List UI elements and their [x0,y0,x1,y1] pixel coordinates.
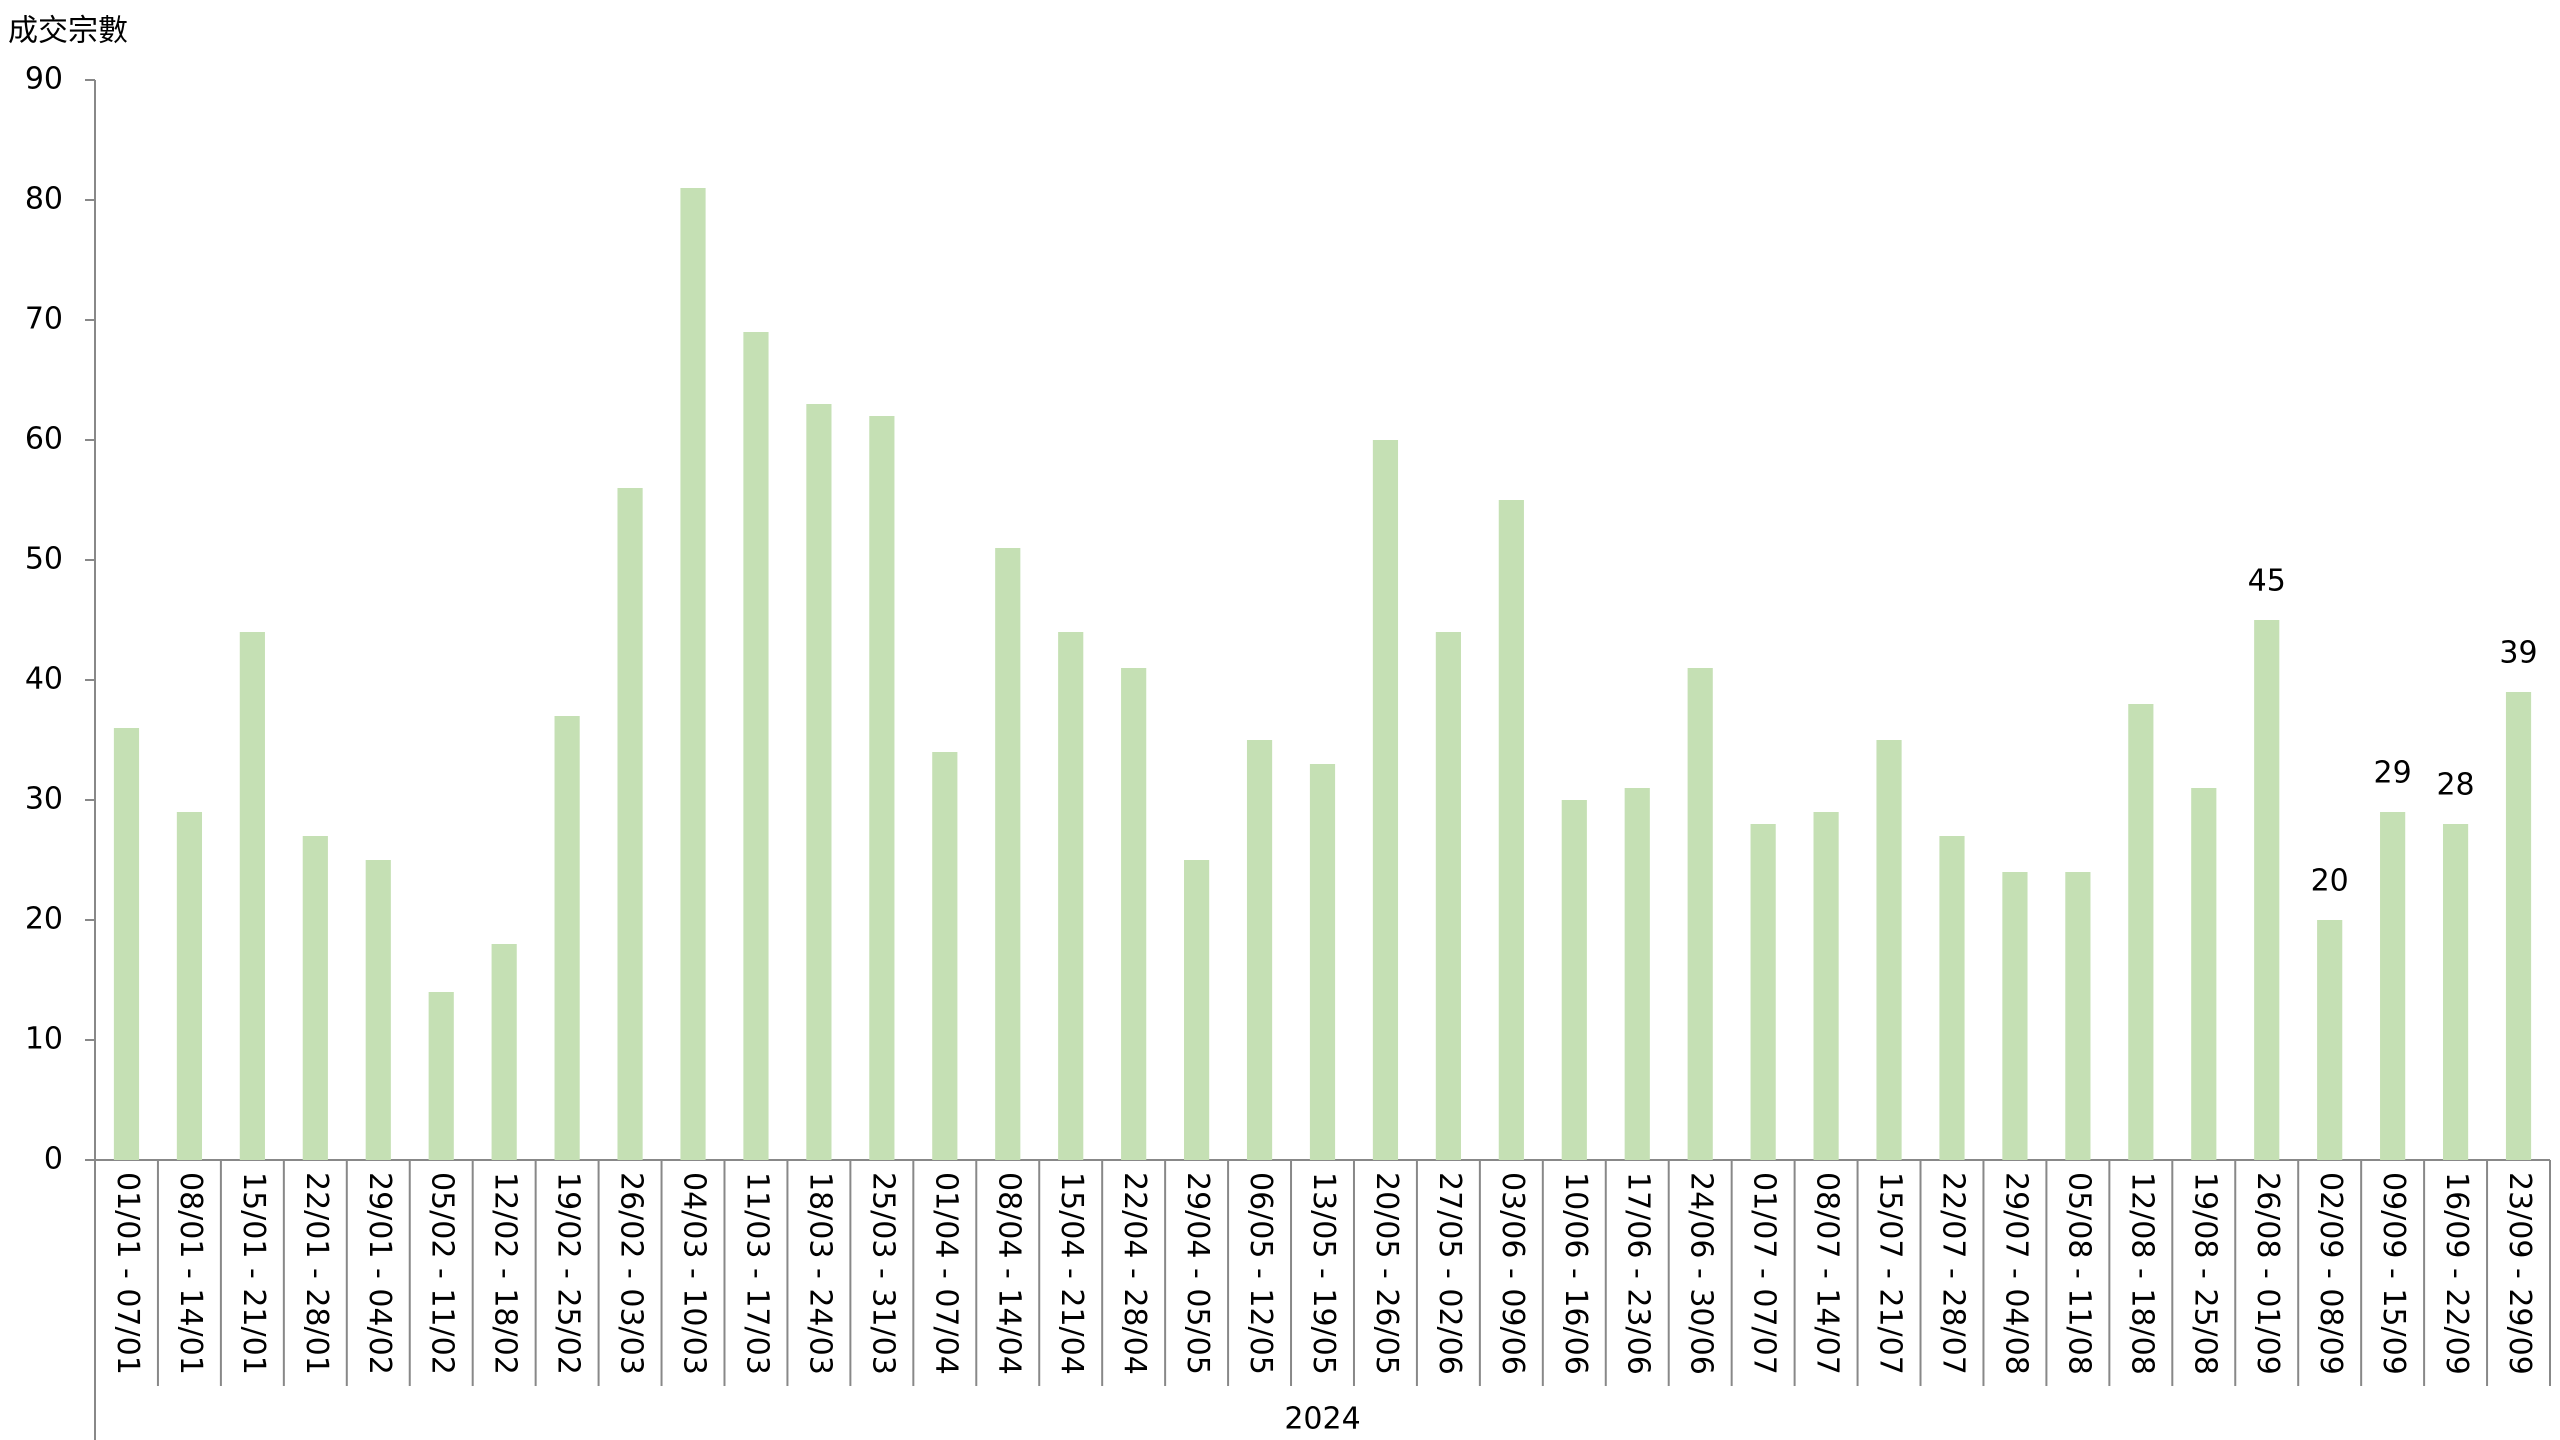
x-tick-label: 15/07 - 21/07 [1873,1172,1908,1375]
bar [1561,800,1587,1160]
x-tick-label: 22/01 - 28/01 [299,1172,334,1375]
bar [869,416,895,1160]
bar [302,836,328,1160]
x-tick-label: 26/02 - 03/03 [614,1172,649,1375]
x-tick-label: 08/07 - 14/07 [1810,1172,1845,1375]
x-tick-label: 01/01 - 07/01 [110,1172,145,1375]
data-label: 29 [2374,756,2412,791]
x-tick-label: 26/08 - 01/09 [2250,1172,2285,1375]
bar [2191,788,2217,1160]
bar [2128,704,2154,1160]
bar [1750,824,1776,1160]
x-tick-label: 29/01 - 04/02 [362,1172,397,1375]
bar [113,728,140,1160]
group-label: 2024 [1284,1402,1360,1437]
bar [1121,668,1147,1160]
x-tick-label: 16/09 - 22/09 [2439,1172,2474,1375]
x-tick-label: 05/02 - 11/02 [425,1172,460,1375]
y-tick-label: 10 [25,1022,63,1057]
x-tick-label: 12/08 - 18/08 [2124,1172,2159,1375]
x-tick-label: 29/04 - 05/05 [1180,1172,1215,1375]
x-tick-label: 19/08 - 25/08 [2187,1172,2222,1375]
bar [2505,692,2532,1160]
bar [1939,836,1965,1160]
x-tick-label: 03/06 - 09/06 [1495,1172,1530,1375]
bar [176,812,203,1160]
bar [1435,632,1461,1160]
bar [1813,812,1839,1160]
data-label: 39 [2499,636,2537,671]
bar [2065,872,2091,1160]
data-label: 28 [2436,768,2474,803]
x-tick-label: 01/07 - 07/07 [1747,1172,1782,1375]
x-tick-label: 08/04 - 14/04 [991,1172,1026,1375]
bar [932,752,958,1160]
x-tick-label: 08/01 - 14/01 [173,1172,208,1375]
x-tick-label: 18/03 - 24/03 [802,1172,837,1375]
bar [239,632,265,1160]
x-tick-label: 23/09 - 29/09 [2502,1172,2537,1375]
bar [2442,824,2469,1160]
bar [554,716,580,1160]
x-tick-label: 22/04 - 28/04 [1117,1172,1152,1375]
y-tick-label: 50 [25,542,63,577]
x-tick-label: 27/05 - 02/06 [1432,1172,1467,1375]
x-tick-label: 29/07 - 04/08 [1998,1172,2033,1375]
bar [1876,740,1902,1160]
x-tick-label: 15/01 - 21/01 [236,1172,271,1375]
x-tick-label: 05/08 - 11/08 [2061,1172,2096,1375]
y-tick-label: 30 [25,782,63,817]
y-tick-label: 40 [25,662,63,697]
y-tick-label: 0 [44,1142,63,1177]
bar [1184,860,1210,1160]
bar [995,548,1021,1160]
x-tick-label: 09/09 - 15/09 [2376,1172,2411,1375]
x-tick-label: 02/09 - 08/09 [2313,1172,2348,1375]
y-tick-label: 70 [25,302,63,337]
data-label: 45 [2248,564,2286,599]
bar [1624,788,1650,1160]
bar [2002,872,2028,1160]
y-tick-label: 90 [25,62,63,97]
x-tick-label: 04/03 - 10/03 [677,1172,712,1375]
bar [680,188,706,1160]
x-tick-label: 25/03 - 31/03 [865,1172,900,1375]
bar [491,944,517,1160]
bar [806,404,832,1160]
bar [365,860,391,1160]
bar [617,488,643,1160]
x-tick-label: 13/05 - 19/05 [1306,1172,1341,1375]
data-label: 20 [2311,864,2349,899]
x-tick-label: 01/04 - 07/04 [928,1172,963,1375]
x-tick-label: 17/06 - 23/06 [1621,1172,1656,1375]
bar [1246,740,1273,1160]
y-tick-label: 80 [25,182,63,217]
y-tick-label: 20 [25,902,63,937]
bar [428,992,454,1160]
x-tick-label: 12/02 - 18/02 [488,1172,523,1375]
bar [1372,440,1399,1160]
bar [1309,764,1336,1160]
bar [2380,812,2406,1160]
bar [1058,632,1084,1160]
x-tick-label: 24/06 - 30/06 [1684,1172,1719,1375]
x-tick-label: 10/06 - 16/06 [1558,1172,1593,1375]
x-tick-label: 19/02 - 25/02 [551,1172,586,1375]
bar [1498,500,1524,1160]
bar [1687,668,1713,1160]
x-tick-label: 15/04 - 21/04 [1054,1172,1089,1375]
x-tick-label: 11/03 - 17/03 [739,1172,774,1375]
x-tick-label: 20/05 - 26/05 [1369,1172,1404,1375]
y-tick-label: 60 [25,422,63,457]
bar [2317,920,2343,1160]
bar [2254,620,2280,1160]
bar [743,332,769,1160]
x-tick-label: 06/05 - 12/05 [1243,1172,1278,1375]
y-axis-title: 成交宗數 [8,14,128,49]
x-tick-label: 22/07 - 28/07 [1935,1172,1970,1375]
